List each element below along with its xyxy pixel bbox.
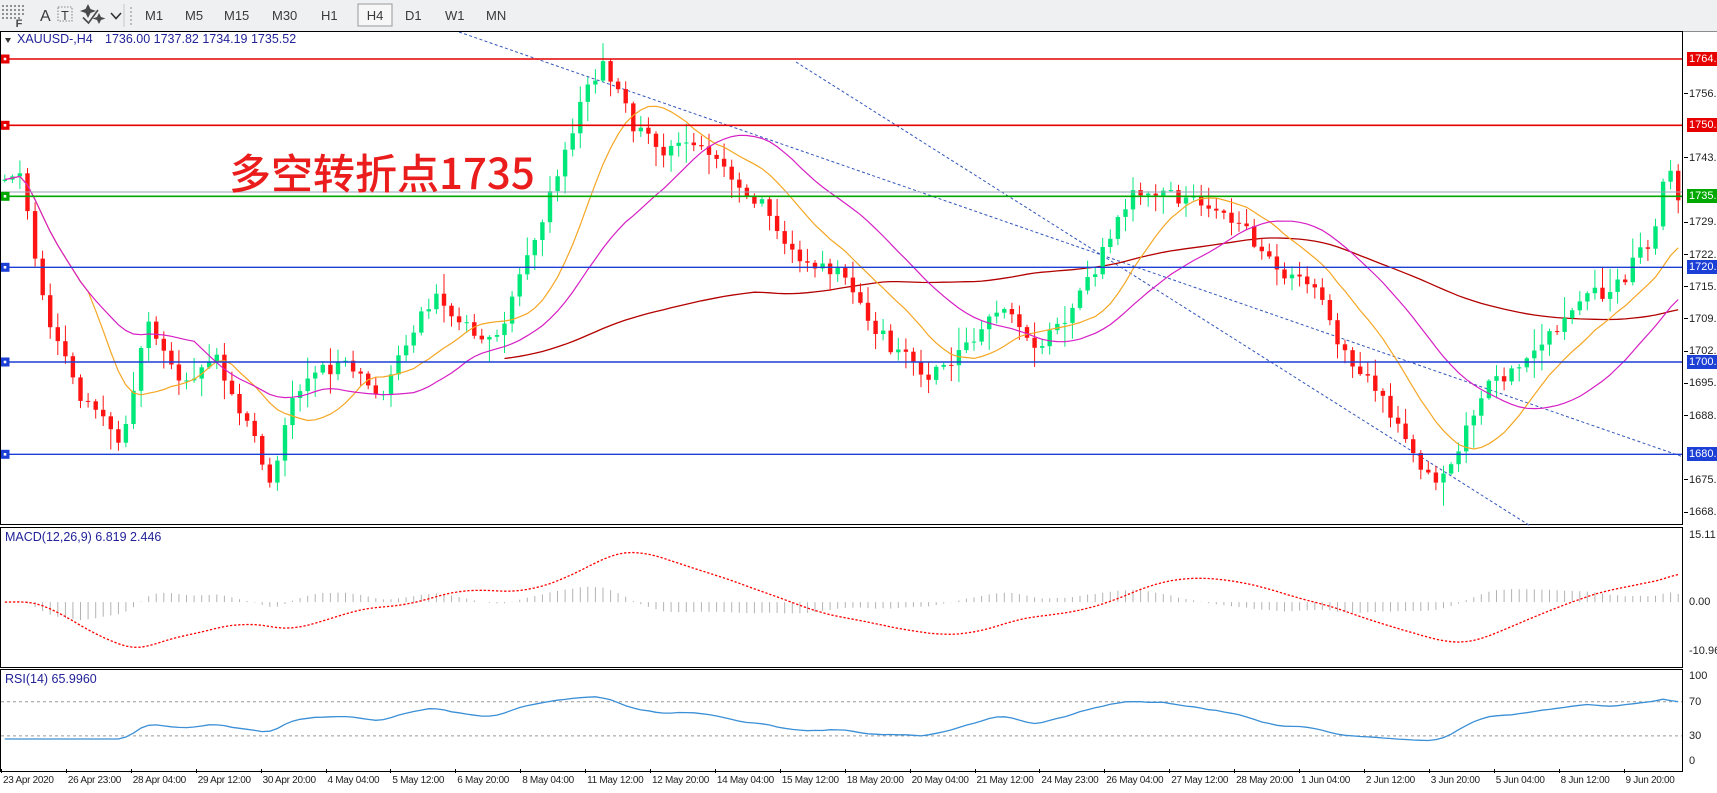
svg-text:XAUUSD-,H4: XAUUSD-,H4: [17, 32, 93, 46]
svg-text:M15: M15: [224, 8, 249, 23]
svg-text:多空转折点1735: 多空转折点1735: [229, 141, 535, 202]
svg-text:MN: MN: [486, 8, 506, 23]
svg-text:T: T: [61, 9, 69, 23]
svg-text:W1: W1: [445, 8, 465, 23]
svg-text:M5: M5: [185, 8, 203, 23]
svg-text:A: A: [40, 8, 51, 25]
svg-text:D1: D1: [405, 8, 422, 23]
svg-text:F: F: [16, 18, 23, 30]
svg-text:H4: H4: [367, 8, 384, 23]
svg-text:1736.00 1737.82 1734.19 1735.5: 1736.00 1737.82 1734.19 1735.52: [105, 32, 296, 46]
svg-text:H1: H1: [321, 8, 338, 23]
svg-text:M1: M1: [145, 8, 163, 23]
svg-text:MACD(12,26,9) 6.819 2.446: MACD(12,26,9) 6.819 2.446: [5, 530, 161, 544]
svg-text:M30: M30: [272, 8, 297, 23]
